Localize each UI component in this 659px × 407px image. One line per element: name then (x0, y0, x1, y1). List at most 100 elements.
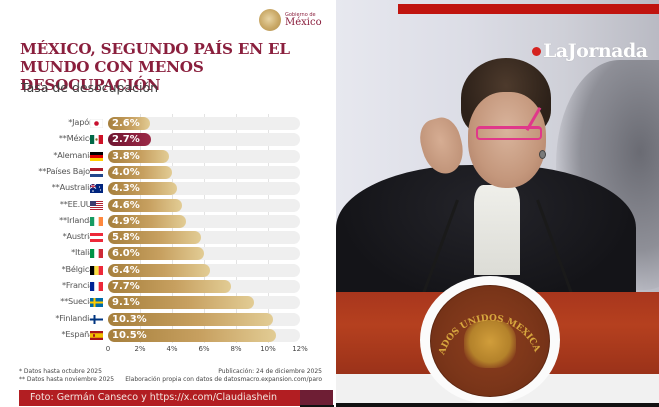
chart-row: *Japón 2.6% (0, 116, 334, 130)
eagle-emblem-icon (464, 320, 516, 368)
country-label: **Australia (51, 182, 94, 193)
bar-value-label: 9.1% (112, 297, 140, 309)
chart-row: **Suecia 9.1% (0, 295, 334, 310)
data-bar: 5.8% (108, 231, 201, 245)
data-bar: 4.6% (108, 198, 182, 212)
la-jornada-dot-icon (532, 46, 541, 56)
germany-flag-icon (90, 151, 103, 161)
mexico-flag-icon (90, 135, 103, 145)
x-tick: 6% (198, 345, 210, 353)
belgium-flag-icon (90, 265, 103, 275)
chart-row: *Bélgica 6.4% (0, 263, 334, 277)
chart-row: *España 10.5% (0, 328, 334, 342)
x-axis: 0 2% 4% 6% 8% 10% 12% (0, 345, 334, 357)
seal-text-arc: ESTADOS UNIDOS MEXICANOS (430, 285, 542, 357)
x-tick: 10% (260, 345, 276, 353)
title-line-1: MÉXICO, SEGUNDO PAÍS EN EL (20, 40, 290, 58)
pink-glasses (476, 126, 542, 140)
country-label: *Bélgica (61, 263, 95, 274)
data-bar: 6.4% (108, 263, 211, 277)
bar-track (108, 117, 300, 130)
country-label: *Alemania (53, 149, 94, 160)
chart-row: *Austria 5.8% (0, 230, 334, 245)
austria-flag-icon (90, 233, 103, 243)
person-collar (474, 185, 520, 275)
x-tick: 4% (166, 345, 178, 353)
logo-small-text: Gobierno de (285, 11, 316, 18)
chart-row: *Francia 7.7% (0, 279, 334, 293)
source-notes: Publicación: 24 de diciembre 2025 Elabor… (125, 368, 322, 384)
country-label: *Francia (62, 280, 94, 290)
country-label: **Irlanda (59, 214, 94, 225)
x-tick: 2% (134, 345, 146, 353)
chart-row: **Irlanda 4.9% (0, 214, 334, 228)
bar-value-label: 7.7% (112, 281, 140, 292)
bar-value-label: 6.0% (112, 248, 140, 260)
spain-flag-icon (90, 330, 103, 340)
credit-bar-accent (300, 390, 333, 406)
svg-text:ESTADOS UNIDOS MEXICANOS: ESTADOS UNIDOS MEXICANOS (430, 285, 542, 357)
italy-flag-icon (90, 249, 103, 259)
x-tick: 12% (292, 345, 308, 353)
gridline (172, 114, 173, 343)
photo-credit-bar (19, 390, 333, 406)
bar-value-label: 10.3% (112, 313, 147, 325)
australia-flag-icon (90, 184, 103, 194)
country-label: *Italia (71, 247, 94, 258)
bar-value-label: 6.4% (112, 264, 140, 276)
usa-flag-icon (90, 200, 103, 210)
country-label: *Finlandia (55, 312, 94, 323)
title-line-2: MUNDO CON MENOS DESOCUPACIÓN (20, 58, 204, 94)
data-bar: 9.1% (108, 296, 254, 310)
chart-subtitle: Tasa de desocupación (21, 80, 159, 95)
country-label: **Suecia (60, 296, 94, 307)
data-bar: 10.3% (108, 312, 273, 326)
divider (300, 405, 334, 407)
earring (539, 150, 546, 159)
country-label: *España (61, 328, 94, 339)
bar-track (108, 133, 300, 147)
chart-row: **Países Bajos 4.0% (0, 165, 334, 179)
national-seal-icon (259, 9, 281, 31)
person-face (468, 92, 546, 188)
x-tick: 8% (230, 345, 242, 353)
infographic-panel: Gobierno de México MÉXICO, SEGUNDO PAÍS … (0, 9, 334, 407)
footnotes: * Datos hasta octubre 2025 ** Datos hast… (19, 368, 114, 384)
red-header-strip (398, 4, 659, 14)
country-label: **Países Bajos (38, 165, 94, 176)
country-label: **EE.UU. (59, 198, 94, 209)
chart-row: **EE.UU. 4.6% (0, 198, 334, 212)
press-photo: LaJornada ESTADOS UNIDOS MEXICANOS (336, 0, 659, 407)
data-bar: 10.5% (108, 328, 276, 342)
country-label: **México (58, 133, 94, 144)
footnote-1: * Datos hasta octubre 2025 (19, 368, 102, 375)
chart-row: *Finlandia 10.3% (0, 312, 334, 326)
country-label: *Japón (68, 117, 94, 127)
bar-value-label: 5.8% (112, 232, 140, 244)
bar-value-label: 4.9% (112, 215, 140, 227)
data-bar: 2.6% (108, 117, 150, 130)
japan-flag-icon (90, 119, 103, 128)
country-label: *Austria (62, 231, 95, 242)
photo-bottom-edge (336, 403, 659, 407)
photo-credit: Foto: Germán Canseco y https://x.com/Cla… (30, 392, 277, 403)
bar-value-label: 4.3% (112, 183, 140, 195)
chart-row: *Alemania 3.8% (0, 149, 334, 163)
bar-value-label: 2.7% (112, 134, 140, 146)
bar-value-label: 10.5% (112, 329, 147, 341)
data-bar: 4.3% (108, 182, 177, 196)
footnote-2: ** Datos hasta noviembre 2025 (19, 376, 115, 383)
gridline (268, 114, 269, 343)
data-bar: 2.7% (108, 133, 152, 147)
gridline (140, 114, 141, 343)
data-bar: 3.8% (108, 149, 169, 163)
netherlands-flag-icon (90, 167, 103, 177)
data-bar: 6.0% (108, 247, 204, 261)
gridline (236, 114, 237, 343)
chart-row: **Australia 4.3% (0, 181, 334, 196)
data-bar: 4.9% (108, 214, 187, 228)
publication-date: Publicación: 24 de diciembre 2025 (218, 368, 322, 375)
brand-logo-text: LaJornada (543, 40, 648, 62)
finland-flag-icon (90, 314, 103, 324)
la-jornada-logo: LaJornada (532, 40, 648, 62)
